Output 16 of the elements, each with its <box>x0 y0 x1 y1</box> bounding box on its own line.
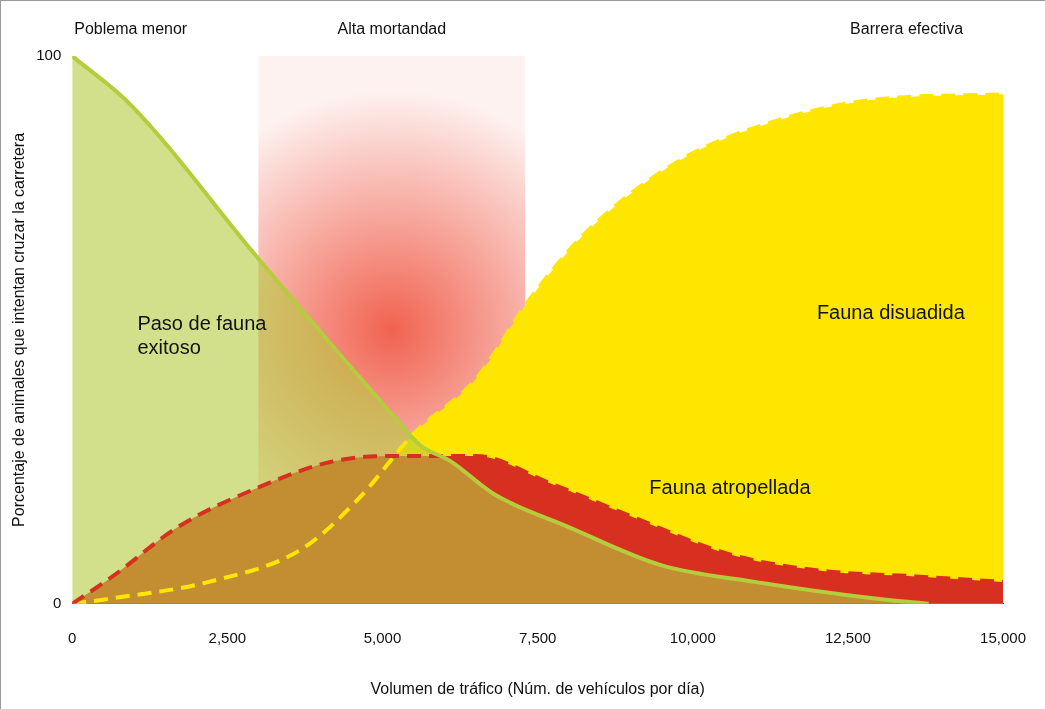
x-tick-label: 15,000 <box>980 628 1027 646</box>
x-tick-label: 10,000 <box>669 628 716 646</box>
x-tick-label: 5,000 <box>363 628 402 646</box>
band-label: Alta mortandad <box>337 20 447 37</box>
y-tick-label: 100 <box>36 46 62 64</box>
x-tick-label: 0 <box>68 628 77 646</box>
series-label: Fauna atropellada <box>649 476 812 499</box>
series-label: Fauna disuadida <box>816 300 966 323</box>
x-tick-label: 7,500 <box>518 628 557 646</box>
x-tick-label: 12,500 <box>824 628 871 646</box>
text: Poblema menor <box>74 20 188 37</box>
y-axis-title: Porcentaje de animales que intentan cruzar la carretera <box>10 132 28 527</box>
x-tick-label: 2,500 <box>208 628 247 646</box>
x-axis-title: Volumen de tráfico (Núm. de vehículos por día) <box>370 679 705 697</box>
series-label: Paso de fauna exitoso <box>137 311 268 358</box>
text: Barrera efectiva <box>850 20 964 37</box>
